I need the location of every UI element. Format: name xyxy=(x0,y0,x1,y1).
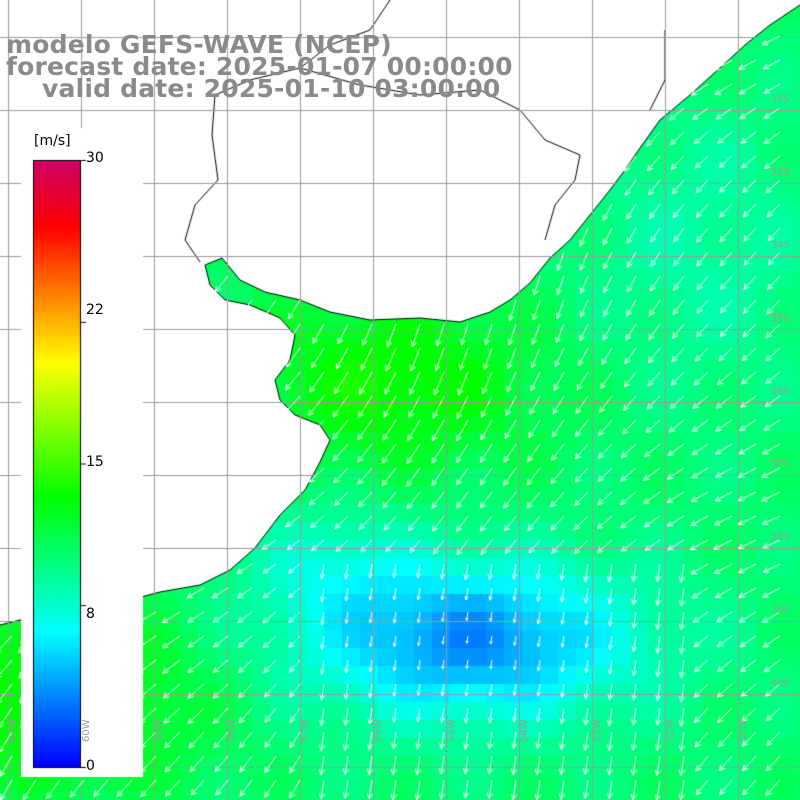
lon-label: 57W xyxy=(300,719,311,742)
colorbar-tick-22: 22 xyxy=(86,302,104,318)
lon-label: 51W xyxy=(738,719,749,742)
lat-label: 39S xyxy=(770,605,790,616)
lat-label: 34S xyxy=(770,240,790,251)
lon-label: 60W xyxy=(81,719,92,742)
lon-label: 55W xyxy=(446,719,457,742)
lat-label: 40S xyxy=(770,678,790,689)
valid-date: valid date: 2025-01-10 03:00:00 xyxy=(42,74,501,103)
lat-label: 33S xyxy=(770,167,790,178)
lon-label: 54W xyxy=(519,719,530,742)
lon-label: 58W xyxy=(227,719,238,742)
lat-label: 38S xyxy=(770,532,790,543)
lat-label: 35S xyxy=(770,313,790,324)
lon-label: 59W xyxy=(154,719,165,742)
colorbar-tick-15: 15 xyxy=(86,454,104,470)
lat-label: 37S xyxy=(770,459,790,470)
lat-label: 36S xyxy=(770,386,790,397)
lat-label: 32S xyxy=(770,94,790,105)
lon-label: 61W xyxy=(8,719,19,742)
lon-label: 52W xyxy=(665,719,676,742)
colorbar-tick-8: 8 xyxy=(86,606,95,622)
colorbar-tick-0: 0 xyxy=(86,758,95,774)
forecast-date: forecast date: 2025-01-07 00:00:00 xyxy=(6,52,513,81)
lon-label: 56W xyxy=(373,719,384,742)
colorbar-tick-30: 30 xyxy=(86,150,104,166)
lon-label: 53W xyxy=(592,719,603,742)
colorbar-units: [m/s] xyxy=(34,133,71,149)
model-title: modelo GEFS-WAVE (NCEP) xyxy=(6,30,392,59)
